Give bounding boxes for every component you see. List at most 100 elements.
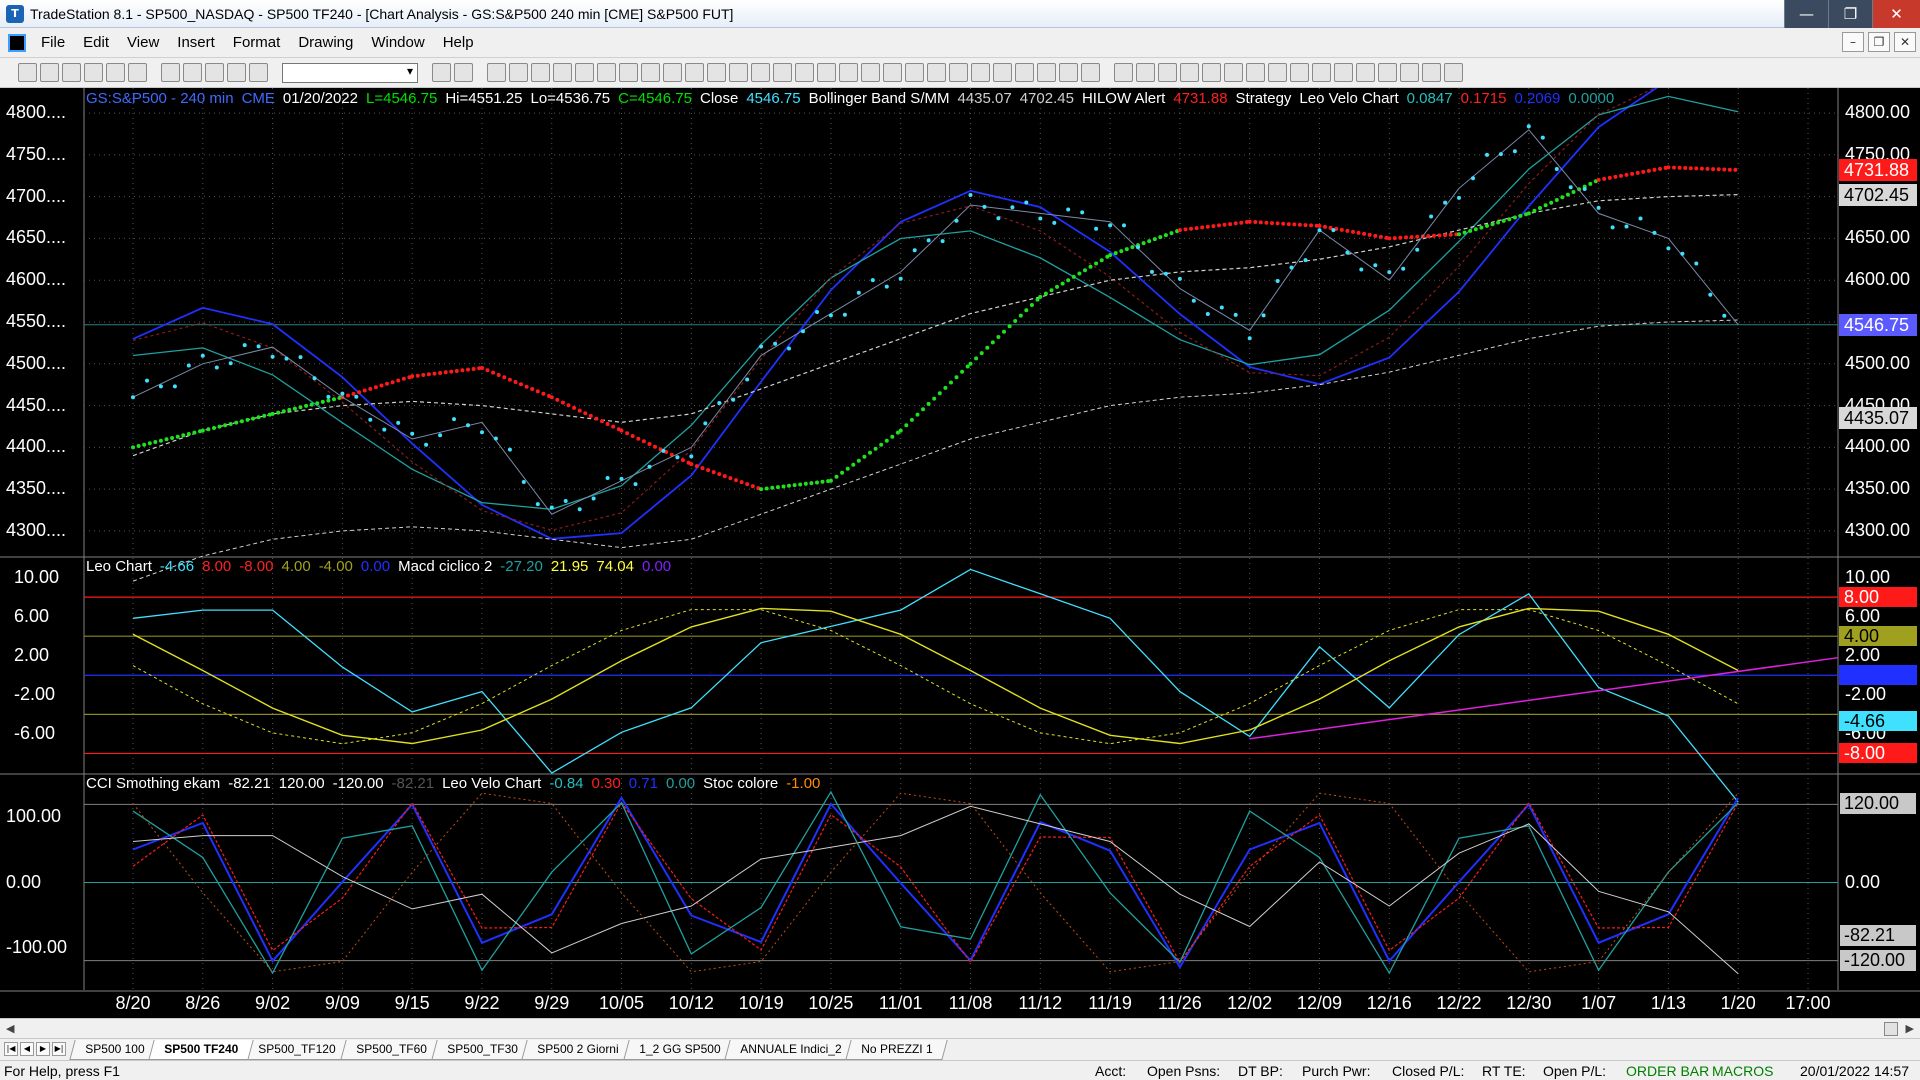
- toolbar-button-50[interactable]: [1312, 63, 1331, 82]
- toolbar-button-48[interactable]: [1268, 63, 1287, 82]
- toolbar-button-37[interactable]: [1015, 63, 1034, 82]
- toolbar-button-24[interactable]: [729, 63, 748, 82]
- tab-prev-icon[interactable]: ◀: [20, 1042, 34, 1056]
- workspace-tab[interactable]: SP500_TF60: [340, 1040, 443, 1060]
- workspace-tab-label: 1_2 GG SP500: [638, 1042, 721, 1056]
- toolbar-button-41[interactable]: [1114, 63, 1133, 82]
- tab-first-icon[interactable]: |◀: [4, 1042, 18, 1056]
- scroll-right-icon[interactable]: ▶: [1905, 1022, 1914, 1035]
- toolbar-button-7[interactable]: [183, 63, 202, 82]
- toolbar-button-46[interactable]: [1224, 63, 1243, 82]
- toolbar-button-54[interactable]: [1400, 63, 1419, 82]
- toolbar-button-19[interactable]: [619, 63, 638, 82]
- toolbar-button-38[interactable]: [1037, 63, 1056, 82]
- workspace-tab[interactable]: No PREZZI 1: [845, 1040, 949, 1060]
- toolbar-button-29[interactable]: [839, 63, 858, 82]
- toolbar-button-53[interactable]: [1378, 63, 1397, 82]
- toolbar-button-0[interactable]: [18, 63, 37, 82]
- symbol-combo[interactable]: [282, 62, 418, 83]
- toolbar-button-21[interactable]: [663, 63, 682, 82]
- toolbar-button-30[interactable]: [861, 63, 880, 82]
- toolbar-button-5[interactable]: [128, 63, 147, 82]
- toolbar-button-12[interactable]: [454, 63, 473, 82]
- chart-analysis-area[interactable]: GS:S&P500 - 240 min CME 01/20/2022 L=4546.7…: [0, 88, 1920, 1018]
- workspace-tab[interactable]: SP500 100: [69, 1040, 161, 1060]
- toolbar-button-15[interactable]: [531, 63, 550, 82]
- toolbar-button-33[interactable]: [927, 63, 946, 82]
- toolbar-button-42[interactable]: [1136, 63, 1155, 82]
- workspace-tab[interactable]: SP500_TF30: [430, 1040, 533, 1060]
- toolbar-button-36[interactable]: [993, 63, 1012, 82]
- menu-view[interactable]: View: [127, 34, 160, 51]
- menu-edit[interactable]: Edit: [83, 34, 110, 51]
- toolbar-button-26[interactable]: [773, 63, 792, 82]
- toolbar-button-34[interactable]: [949, 63, 968, 82]
- menu-format[interactable]: Format: [232, 34, 281, 51]
- order-bar-button[interactable]: ORDER BAR: [1626, 1063, 1710, 1079]
- menu-insert[interactable]: Insert: [177, 34, 215, 51]
- menu-file[interactable]: File: [41, 34, 66, 51]
- maximize-button[interactable]: ❐: [1828, 0, 1872, 28]
- toolbar-button-43[interactable]: [1158, 63, 1177, 82]
- price-left-tick: 4750....: [6, 143, 67, 164]
- horizontal-scrollbar[interactable]: ◀ ▶: [0, 1018, 1920, 1038]
- mdi-minimize-icon[interactable]: –: [1842, 32, 1864, 52]
- hilow-green-dot: [815, 480, 819, 485]
- toolbar-button-56[interactable]: [1444, 63, 1463, 82]
- hilow-green-dot: [965, 364, 970, 369]
- toolbar-button-14[interactable]: [509, 63, 528, 82]
- toolbar-button-40[interactable]: [1081, 63, 1100, 82]
- toolbar-button-35[interactable]: [971, 63, 990, 82]
- toolbar-button-18[interactable]: [597, 63, 616, 82]
- menu-window[interactable]: Window: [371, 34, 425, 51]
- toolbar-button-45[interactable]: [1202, 63, 1221, 82]
- toolbar-button-55[interactable]: [1422, 63, 1441, 82]
- toolbar-button-39[interactable]: [1059, 63, 1078, 82]
- toolbar-button-8[interactable]: [205, 63, 224, 82]
- toolbar-button-1[interactable]: [40, 63, 59, 82]
- chart-window-icon[interactable]: [8, 33, 26, 52]
- toolbar-button-28[interactable]: [817, 63, 836, 82]
- toolbar-button-25[interactable]: [751, 63, 770, 82]
- toolbar-button-23[interactable]: [707, 63, 726, 82]
- mdi-close-icon[interactable]: ✕: [1894, 32, 1916, 52]
- hilow-green-dot: [1055, 284, 1059, 289]
- workspace-tab[interactable]: SP500 TF240: [148, 1040, 255, 1060]
- toolbar-button-9[interactable]: [227, 63, 246, 82]
- toolbar-button-44[interactable]: [1180, 63, 1199, 82]
- scroll-left-icon[interactable]: ◀: [6, 1022, 15, 1035]
- toolbar-button-32[interactable]: [905, 63, 924, 82]
- toolbar-button-3[interactable]: [84, 63, 103, 82]
- tab-last-icon[interactable]: ▶|: [52, 1042, 66, 1056]
- toolbar-button-47[interactable]: [1246, 63, 1265, 82]
- macros-button[interactable]: MACROS: [1712, 1063, 1774, 1079]
- workspace-tab[interactable]: SP500 2 Giorni: [521, 1040, 635, 1060]
- toolbar-button-11[interactable]: [432, 63, 451, 82]
- toolbar-button-31[interactable]: [883, 63, 902, 82]
- minimize-button[interactable]: —: [1784, 0, 1828, 28]
- toolbar-button-17[interactable]: [575, 63, 594, 82]
- workspace-tab[interactable]: 1_2 GG SP500: [622, 1040, 736, 1060]
- toolbar-button-4[interactable]: [106, 63, 125, 82]
- toolbar-button-16[interactable]: [553, 63, 572, 82]
- menu-drawing[interactable]: Drawing: [298, 34, 354, 51]
- scroll-thumb[interactable]: [1884, 1022, 1898, 1036]
- workspace-tab[interactable]: SP500_TF120: [242, 1040, 352, 1060]
- workspace-tab[interactable]: ANNUALE Indici_2: [724, 1040, 858, 1060]
- toolbar-button-2[interactable]: [62, 63, 81, 82]
- toolbar-button-20[interactable]: [641, 63, 660, 82]
- toolbar-button-49[interactable]: [1290, 63, 1309, 82]
- hilow-red-dot: [507, 377, 512, 382]
- close-button[interactable]: ✕: [1872, 0, 1920, 28]
- toolbar-button-51[interactable]: [1334, 63, 1353, 82]
- mdi-restore-icon[interactable]: ❐: [1868, 32, 1890, 52]
- chart-canvas[interactable]: [0, 88, 1920, 1018]
- toolbar-button-13[interactable]: [487, 63, 506, 82]
- tab-next-icon[interactable]: ▶: [36, 1042, 50, 1056]
- toolbar-button-6[interactable]: [161, 63, 180, 82]
- toolbar-button-27[interactable]: [795, 63, 814, 82]
- menu-help[interactable]: Help: [442, 34, 474, 51]
- toolbar-button-52[interactable]: [1356, 63, 1375, 82]
- toolbar-button-22[interactable]: [685, 63, 704, 82]
- toolbar-button-10[interactable]: [249, 63, 268, 82]
